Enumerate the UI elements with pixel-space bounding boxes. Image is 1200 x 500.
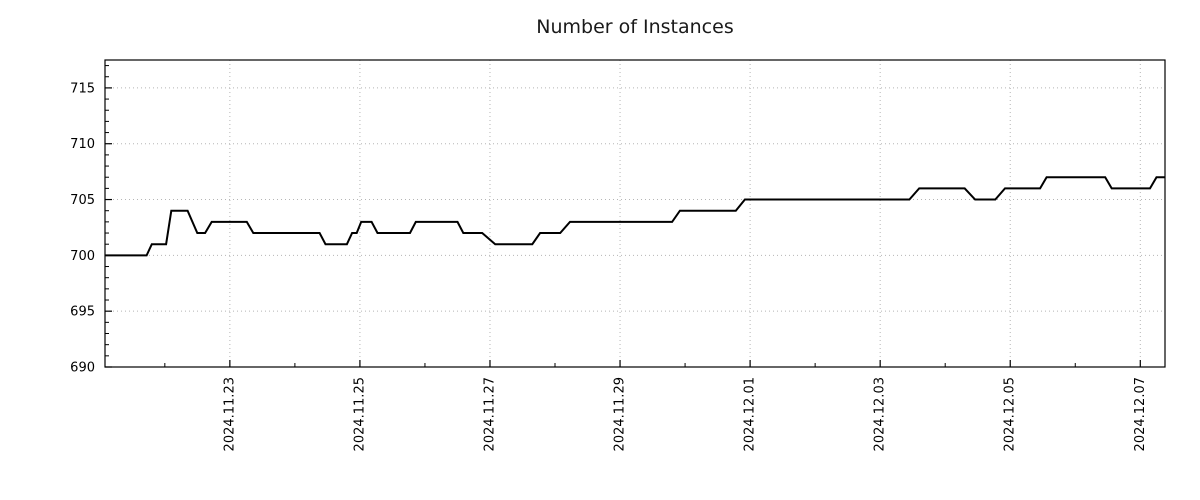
- x-tick-label: 2024.11.29: [613, 377, 628, 451]
- x-tick-label: 2024.11.27: [482, 377, 497, 451]
- x-tick-label: 2024.11.25: [352, 377, 367, 451]
- y-tick-label: 710: [70, 137, 95, 152]
- chart-title: Number of Instances: [536, 16, 733, 38]
- x-tick-label: 2024.12.05: [1003, 377, 1018, 451]
- y-tick-label: 715: [70, 81, 95, 96]
- plot-border: [104, 59, 1166, 368]
- x-tick-label: 2024.11.23: [222, 377, 237, 451]
- y-tick-label: 705: [70, 193, 95, 208]
- y-tick-label: 690: [70, 361, 95, 376]
- y-tick-label: 695: [70, 305, 95, 320]
- x-tick-label: 2024.12.03: [873, 377, 888, 451]
- series-line-instances: [105, 176, 1165, 257]
- y-tick-label: 700: [70, 249, 95, 264]
- x-tick-label: 2024.12.01: [743, 377, 758, 451]
- x-tick-label: 2024.12.07: [1133, 377, 1148, 451]
